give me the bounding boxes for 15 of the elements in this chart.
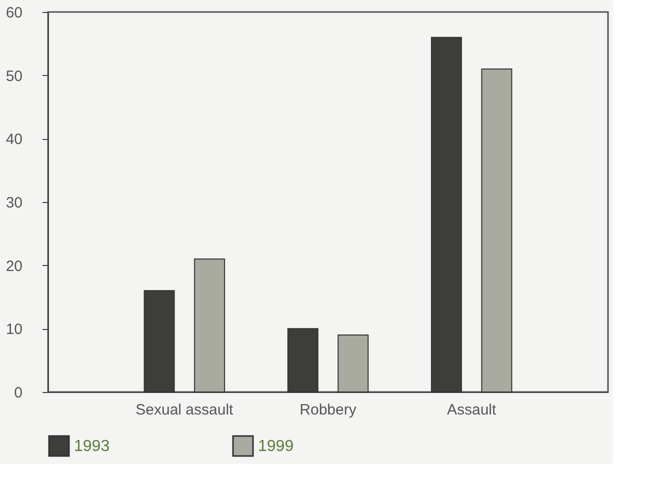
bar — [481, 68, 512, 392]
y-tick-label: 40 — [6, 131, 22, 148]
x-tick-label: Sexual assault — [136, 402, 234, 418]
y-tick-label: 50 — [6, 68, 22, 85]
legend-label: 1999 — [258, 438, 294, 455]
x-tick-label: Assault — [446, 402, 498, 418]
y-tick-label: 10 — [6, 321, 22, 338]
y-tick-label: 60 — [6, 4, 22, 22]
x-tick-label: Robbery — [300, 402, 357, 418]
bar — [194, 258, 226, 392]
y-tick-label: 0 — [14, 384, 22, 402]
legend-label: 1993 — [74, 438, 110, 455]
y-tick-label: 30 — [6, 194, 22, 212]
y-tick-label: 20 — [6, 258, 22, 275]
bar — [338, 334, 369, 392]
